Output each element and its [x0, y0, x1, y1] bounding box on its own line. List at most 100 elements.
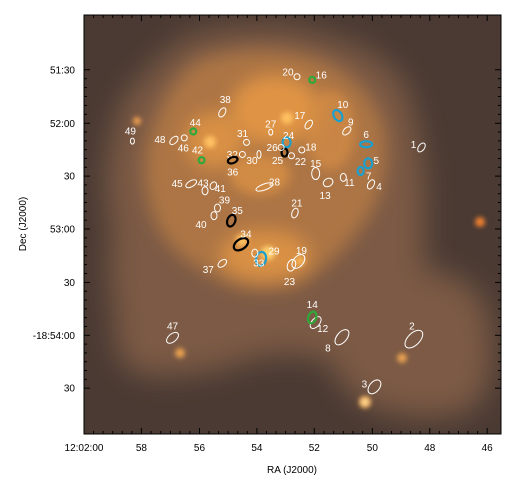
source-ellipse-22: [287, 152, 295, 160]
source-label-3: 3: [362, 379, 368, 390]
hot-spot-34: [236, 234, 248, 246]
source-ellipse-30: [256, 149, 262, 159]
source-label-48: 48: [154, 135, 166, 146]
source-ellipse-45: [185, 179, 198, 189]
hot-spot-edge: [475, 217, 485, 227]
hot-spot-19: [295, 256, 305, 266]
x-tick-label: 46: [482, 443, 494, 454]
source-label-27: 27: [265, 120, 277, 131]
source-label-46: 46: [178, 143, 190, 154]
y-tick-label: 30: [64, 172, 76, 183]
source-ellipse-5: [363, 157, 374, 170]
source-label-17: 17: [294, 111, 306, 122]
source-label-45: 45: [172, 179, 184, 190]
source-label-21: 21: [291, 199, 303, 210]
x-tick-label: 48: [424, 443, 436, 454]
source-label-24: 24: [283, 131, 295, 142]
source-ellipse-15: [311, 167, 321, 181]
source-label-39: 39: [219, 195, 231, 206]
bright-core-north: [230, 75, 320, 145]
source-ellipse-3: [367, 379, 382, 395]
hot-spot-24: [281, 112, 293, 124]
source-ellipse-28: [255, 182, 274, 192]
source-label-35: 35: [232, 206, 244, 217]
source-label-32: 32: [227, 150, 239, 161]
source-label-23: 23: [284, 277, 296, 288]
y-tick-labels: 51:30 52:00 30 53:00 30 -18:54:00 30: [33, 65, 76, 394]
source-ellipse-9: [342, 126, 352, 136]
source-ellipse-7: [356, 165, 365, 177]
source-ellipse-10: [332, 108, 344, 123]
source-ellipse-46: [180, 134, 188, 142]
source-ellipse-6: [359, 140, 374, 149]
bright-core-east: [305, 90, 355, 170]
source-ellipse-2: [404, 329, 424, 349]
y-tick-label: 30: [64, 278, 76, 289]
source-markers: 1234567891011121314151617181920212223242…: [125, 67, 426, 395]
source-ellipse-25: [280, 147, 289, 158]
y-tick-label: -18:54:00: [33, 331, 76, 342]
source-ellipse-38: [218, 107, 227, 118]
source-ellipse-20: [293, 73, 301, 81]
source-ellipse-40: [210, 211, 218, 221]
y-tick-label: 51:30: [50, 65, 75, 76]
source-ellipse-16: [308, 75, 317, 85]
source-ellipse-17: [304, 119, 314, 130]
source-ellipse-13: [322, 177, 334, 188]
source-ellipse-44: [189, 127, 198, 136]
source-label-12: 12: [317, 324, 329, 335]
source-ellipse-8: [334, 329, 350, 346]
source-ellipse-34: [232, 236, 250, 252]
source-label-16: 16: [316, 70, 328, 81]
y-tick-label: 52:00: [50, 119, 75, 130]
source-label-40: 40: [195, 220, 207, 231]
source-label-33: 33: [253, 259, 265, 270]
x-tick-label: 56: [194, 443, 206, 454]
y-tick-label: 53:00: [50, 224, 75, 235]
source-label-42: 42: [192, 146, 204, 157]
source-label-2: 2: [409, 322, 415, 333]
source-label-44: 44: [190, 118, 202, 129]
x-axis-title: RA (J2000): [267, 465, 317, 476]
source-label-19: 19: [296, 246, 308, 257]
source-ellipse-33: [251, 248, 259, 258]
hot-spot-29: [261, 246, 275, 260]
source-ellipse-12: [309, 316, 322, 330]
source-ellipse-19: [291, 254, 306, 269]
source-ellipse-43: [201, 186, 209, 196]
source-label-43: 43: [197, 178, 209, 189]
x-tick-label: 50: [367, 443, 379, 454]
bright-core-center: [230, 155, 290, 195]
source-ellipse-36: [226, 155, 239, 165]
source-ellipse-39: [213, 203, 221, 213]
source-label-49: 49: [125, 127, 137, 138]
source-label-41: 41: [215, 184, 227, 195]
source-label-28: 28: [269, 177, 281, 188]
source-ellipse-29: [254, 250, 268, 267]
source-ellipse-14: [306, 310, 318, 325]
source-ellipse-18: [298, 146, 306, 154]
source-label-18: 18: [305, 142, 317, 153]
source-label-8: 8: [325, 344, 331, 355]
source-label-29: 29: [268, 246, 280, 257]
source-label-34: 34: [240, 230, 252, 241]
source-label-5: 5: [373, 156, 379, 167]
source-label-14: 14: [307, 300, 319, 311]
x-tick-label: 12:02:00: [65, 443, 104, 454]
source-label-15: 15: [310, 159, 322, 170]
source-label-6: 6: [363, 130, 369, 141]
source-label-25: 25: [272, 156, 284, 167]
y-axis-title: Dec (J2000): [18, 197, 29, 251]
x-tick-label: 54: [251, 443, 263, 454]
x-tick-labels: 12:02:00 58 56 54 52 50 48 46: [65, 443, 494, 454]
source-ellipse-4: [366, 179, 376, 190]
source-ellipse-42: [197, 156, 206, 165]
source-ellipse-47: [166, 331, 179, 344]
source-label-30: 30: [246, 156, 258, 167]
source-ellipse-48: [169, 135, 179, 146]
source-label-36: 36: [227, 168, 239, 179]
source-label-20: 20: [282, 67, 294, 78]
source-label-11: 11: [344, 178, 355, 189]
source-ellipse-35: [225, 213, 237, 228]
